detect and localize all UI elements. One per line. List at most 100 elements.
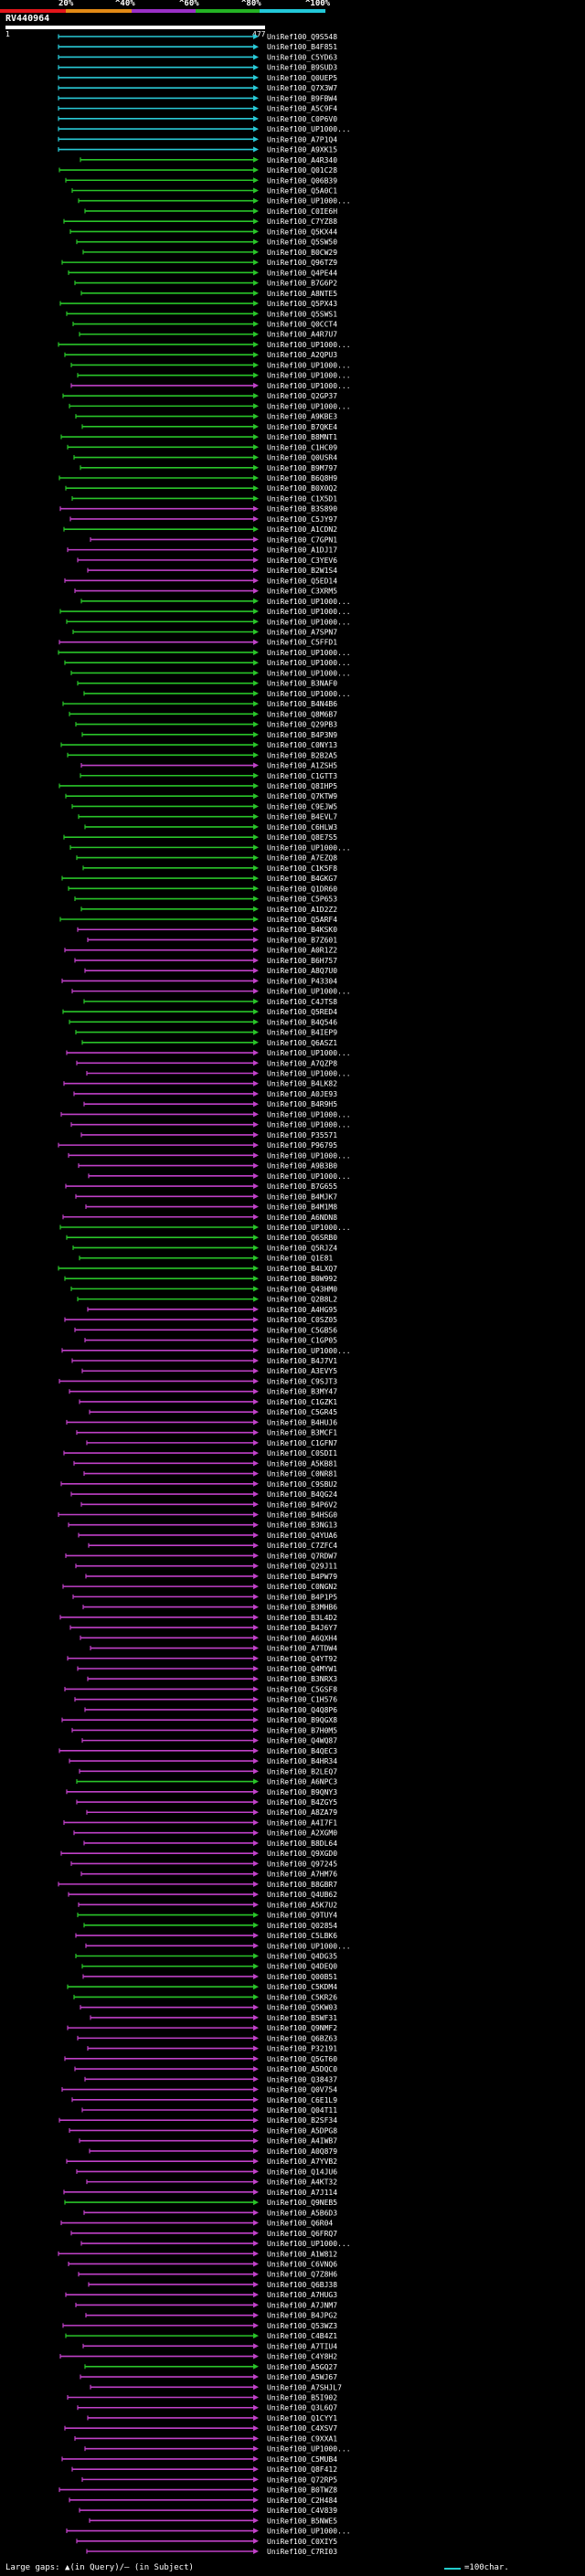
hit-arrow	[253, 167, 259, 174]
hit-arrow	[253, 978, 259, 984]
hit-label: UniRef100_UP1000...	[267, 690, 351, 698]
hit-arrow	[253, 2322, 259, 2328]
hit-row: UniRef100_B7H0M5	[71, 1726, 337, 1734]
hit-label: UniRef100_B2LEQ7	[267, 1767, 337, 1776]
hit-row: UniRef100_B2W1S4	[87, 567, 337, 575]
hit-arrow	[253, 2055, 259, 2062]
hit-label: UniRef100_A2XGM0	[267, 1829, 337, 1838]
hit-label: UniRef100_B0CW29	[267, 249, 337, 257]
hit-label: UniRef100_B7G6P2	[267, 280, 337, 288]
hit-label: UniRef100_C1GP05	[267, 1337, 337, 1345]
hit-row: UniRef100_Q9XGD0	[60, 1850, 337, 1858]
hit-label: UniRef100_B0X0Q2	[267, 484, 337, 493]
scale-tick-80: ^80%	[241, 0, 261, 8]
hit-row: UniRef100_Q4DEQ0	[81, 1963, 337, 1971]
hit-row: UniRef100_Q5RJZ4	[72, 1244, 337, 1252]
hit-row: UniRef100_A5B6D3	[83, 2209, 337, 2217]
hit-row: UniRef100_B4P1P5	[72, 1593, 337, 1601]
hit-label: UniRef100_B4P6V2	[267, 1500, 337, 1509]
hit-arrow	[253, 2189, 259, 2195]
hit-label: UniRef100_C1H576	[267, 1696, 337, 1704]
hit-arrow	[253, 1912, 259, 1918]
hit-arrow	[253, 670, 259, 676]
query-start: 1	[5, 30, 10, 38]
hit-row: UniRef100_B4F851	[58, 43, 337, 51]
hit-row: UniRef100_Q8F412	[71, 2465, 337, 2474]
scale-legend-line	[444, 2568, 461, 2570]
hit-row: UniRef100_Q9NEB5	[64, 2199, 337, 2207]
hit-arrow	[253, 372, 259, 378]
hit-label: UniRef100_B4J7V1	[267, 1357, 337, 1365]
hit-row: UniRef100_C5GSF8	[64, 1685, 337, 1693]
hit-row: UniRef100_B4J6Y7	[69, 1624, 337, 1632]
hit-arrow	[253, 1470, 259, 1477]
hit-arrow	[253, 957, 259, 963]
hit-arrow	[253, 2076, 259, 2083]
hit-arrow	[253, 782, 259, 789]
hit-arrow	[253, 1121, 259, 1128]
hit-row: UniRef100_UP1000...	[86, 1069, 351, 1077]
hit-arrow	[253, 1172, 259, 1179]
hit-arrow	[253, 1758, 259, 1765]
hit-label: UniRef100_C0IE6H	[267, 207, 337, 216]
hit-arrow	[253, 823, 259, 830]
hit-row: UniRef100_C6VNQ6	[68, 2260, 337, 2268]
hit-label: UniRef100_Q04T11	[267, 2106, 337, 2115]
hit-label: UniRef100_UP1000...	[267, 1121, 351, 1129]
hit-label: UniRef100_B4R9H5	[267, 1100, 337, 1108]
hit-arrow	[253, 742, 259, 748]
hit-row: UniRef100_A7SPN7	[72, 628, 337, 636]
hit-row: UniRef100_B4EVL7	[78, 813, 337, 822]
hit-label: UniRef100_C6HLW3	[267, 823, 337, 832]
hit-row: UniRef100_Q5A0C1	[71, 186, 337, 195]
hit-row: UniRef100_C7ZFC4	[88, 1542, 337, 1550]
hit-row: UniRef100_A5K7U2	[78, 1901, 337, 1909]
hit-row: UniRef100_C0P6V0	[58, 115, 337, 123]
hit-arrow	[253, 1480, 259, 1487]
hit-row: UniRef100_UP1000...	[80, 2240, 351, 2248]
hit-arrow	[253, 731, 259, 737]
hit-label: UniRef100_UP1000...	[267, 988, 351, 996]
hit-label: UniRef100_B4HSG0	[267, 1511, 337, 1520]
hit-label: UniRef100_B5WF31	[267, 2014, 337, 2022]
hit-arrow	[253, 434, 259, 440]
hit-label: UniRef100_A8Q7U0	[267, 967, 337, 975]
hit-row: UniRef100_UP1000...	[58, 341, 351, 349]
hit-arrow	[253, 2014, 259, 2020]
hit-arrow	[253, 403, 259, 409]
hit-label: UniRef100_A9XK15	[267, 146, 337, 154]
hit-label: UniRef100_Q8E7S5	[267, 833, 337, 842]
hit-row: UniRef100_B4P6V2	[80, 1500, 337, 1509]
hit-row: UniRef100_P35571	[80, 1131, 337, 1140]
hit-label: UniRef100_B3MCF1	[267, 1429, 337, 1437]
hit-arrow	[253, 752, 259, 758]
hit-row: UniRef100_B3S890	[59, 505, 337, 514]
scale-segment-orange	[66, 9, 132, 13]
hit-label: UniRef100_UP1000...	[267, 1049, 351, 1057]
hit-arrow	[253, 1152, 259, 1159]
hit-row: UniRef100_UP1000...	[83, 690, 351, 698]
hit-row: UniRef100_Q4YT92	[67, 1655, 337, 1663]
hit-arrow	[253, 1953, 259, 1959]
hit-row: UniRef100_B4LXQ7	[58, 1265, 337, 1273]
hit-label: UniRef100_Q5RJZ4	[267, 1244, 337, 1252]
hit-row: UniRef100_A0Q879	[89, 2147, 337, 2156]
hit-row: UniRef100_C4Y8H2	[59, 2353, 337, 2361]
hit-arrow	[253, 1635, 259, 1641]
hit-row: UniRef100_C5YD63	[58, 53, 337, 61]
hit-label: UniRef100_B4GKG7	[267, 875, 337, 883]
hit-label: UniRef100_C5P653	[267, 896, 337, 904]
hit-row: UniRef100_B4IEP9	[75, 1029, 337, 1037]
hit-row: UniRef100_B2LEQ7	[79, 1767, 337, 1776]
hit-row: UniRef100_B3MCF1	[76, 1429, 337, 1437]
hit-arrow	[253, 1286, 259, 1292]
hit-label: UniRef100_C1GFN7	[267, 1439, 337, 1447]
hit-arrow	[253, 1398, 259, 1405]
hit-row: UniRef100_Q38437	[84, 2075, 337, 2083]
hit-arrow	[253, 557, 259, 563]
hit-arrow	[253, 988, 259, 994]
hit-row: UniRef100_Q4MYW1	[77, 1665, 337, 1673]
hit-label: UniRef100_C6VNQ6	[267, 2260, 337, 2268]
hit-row: UniRef100_A2XGM0	[73, 1829, 337, 1838]
scale-tick-60: ^60%	[179, 0, 199, 8]
